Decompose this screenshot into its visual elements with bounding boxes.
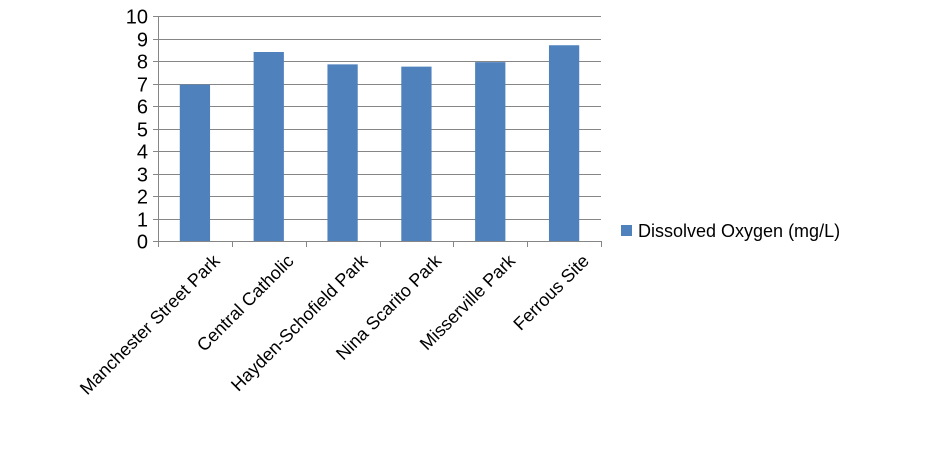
y-tick-label: 8 (137, 52, 148, 74)
y-tick-label: 1 (137, 210, 148, 232)
y-tick-label: 7 (137, 75, 148, 97)
x-category-label: Ferrous Site (509, 251, 592, 334)
y-tick-label: 6 (137, 97, 148, 119)
gridlines (158, 16, 601, 242)
legend-label: Dissolved Oxygen (mg/L) (638, 221, 840, 241)
y-tick-label: 10 (126, 7, 148, 29)
bar (327, 64, 358, 241)
bar (475, 62, 506, 241)
y-tick-label: 9 (137, 30, 148, 52)
y-tick-label: 0 (137, 232, 148, 254)
bar (548, 45, 580, 241)
bar (253, 52, 284, 241)
bar (401, 66, 432, 241)
legend: Dissolved Oxygen (mg/L) (621, 221, 840, 241)
x-category-label: Hayden-Schofield Park (227, 250, 372, 395)
legend-swatch (621, 225, 632, 236)
y-tick-label: 5 (137, 120, 148, 142)
bars (179, 45, 580, 241)
axes (153, 16, 602, 247)
y-tick-label: 3 (137, 165, 148, 187)
y-tick-label: 4 (137, 142, 148, 164)
bar (179, 84, 211, 241)
x-category-label: Manchester Street Park (76, 250, 225, 399)
y-tick-label: 2 (137, 187, 148, 209)
